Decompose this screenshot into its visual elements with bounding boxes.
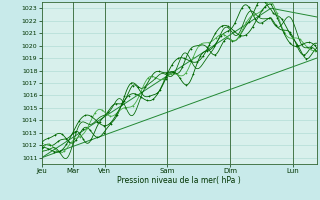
X-axis label: Pression niveau de la mer( hPa ): Pression niveau de la mer( hPa ) xyxy=(117,176,241,185)
